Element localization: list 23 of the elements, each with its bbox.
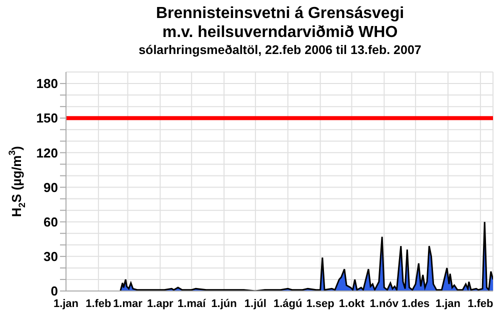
x-tick-label: 1.okt — [338, 298, 365, 310]
y-tick-label: 180 — [36, 76, 58, 92]
x-tick-label: 1.nóv — [370, 298, 400, 310]
y-tick-label: 120 — [36, 145, 58, 160]
x-tick-label: 1.júl — [244, 298, 266, 310]
x-tick-label: 1.ágú — [274, 298, 302, 310]
chart-title: Brennisteinsvetni á Grensásvegi m.v. heilsuverndarviðmið WHO — [154, 4, 406, 42]
y-tick-label: 150 — [36, 110, 58, 126]
x-tick-label: 1.maí — [178, 298, 207, 310]
x-tick-label: 1.feb — [468, 298, 494, 310]
y-tick-label: 0 — [50, 284, 58, 299]
x-tick-label: 1.sep — [306, 298, 335, 310]
x-tick-label: 1.jan — [53, 298, 79, 310]
y-tick-label: 90 — [44, 180, 58, 195]
x-tick-label: 1.mar — [113, 298, 144, 310]
x-tick-label: 1.jún — [211, 298, 238, 310]
y-tick-label: 60 — [44, 214, 58, 230]
x-tick-label: 1.feb — [86, 298, 112, 310]
x-tick-label: 1.jan — [435, 298, 461, 310]
y-tick-label: 30 — [44, 249, 58, 264]
chart-subtitle: sólarhringsmeðaltöl, 22.feb 2006 til 13.feb. 2007 — [138, 42, 422, 58]
x-tick-label: 1.apr — [147, 298, 174, 310]
x-tick-label: 1.des — [401, 298, 430, 310]
